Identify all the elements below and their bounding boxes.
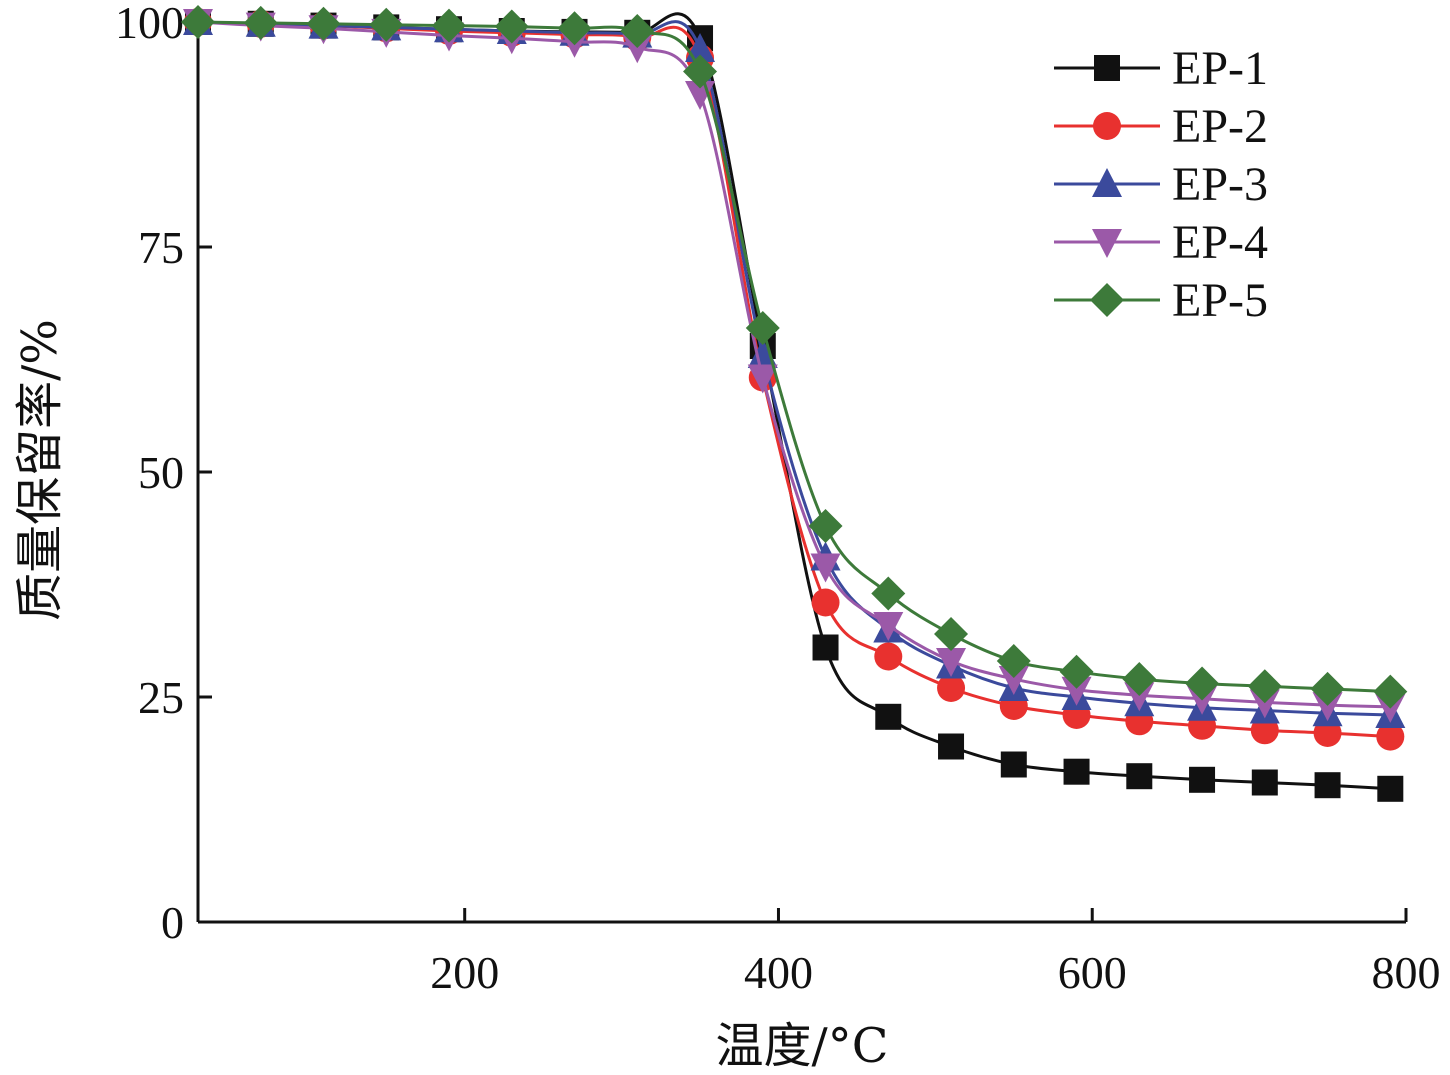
data-point	[620, 14, 655, 48]
data-point	[871, 576, 906, 611]
data-point	[810, 553, 841, 583]
data-point	[1312, 692, 1343, 722]
legend-label: EP-5	[1172, 274, 1268, 327]
legend-label: EP-1	[1172, 42, 1268, 95]
legend-marker	[1092, 168, 1122, 197]
legend-marker	[1092, 229, 1122, 258]
legend: EP-1EP-2EP-3EP-4EP-5	[1054, 42, 1268, 327]
legend-label: EP-3	[1172, 158, 1268, 211]
data-point	[745, 311, 780, 345]
data-point	[1377, 775, 1404, 802]
data-point	[181, 5, 215, 39]
legend-marker	[1094, 55, 1120, 81]
x-tick-label: 600	[1058, 947, 1127, 998]
data-point	[998, 666, 1029, 695]
series-line	[197, 20, 1391, 717]
data-point	[1124, 682, 1155, 712]
data-point	[494, 9, 529, 44]
data-point	[1376, 722, 1405, 751]
data-point	[1185, 666, 1220, 701]
data-point	[1314, 772, 1341, 799]
axes	[196, 14, 1406, 924]
data-point	[875, 703, 902, 730]
data-point	[1126, 763, 1153, 790]
data-point	[936, 648, 967, 677]
y-tick-label: 100	[115, 0, 184, 48]
data-point	[1189, 766, 1216, 793]
data-point	[873, 612, 904, 641]
data-point	[369, 7, 404, 42]
x-tick-label: 400	[744, 947, 813, 998]
data-point	[1122, 662, 1157, 696]
data-point	[1373, 674, 1408, 709]
y-tick-label: 50	[138, 447, 184, 498]
legend-label: EP-4	[1172, 216, 1268, 269]
series-layer	[181, 5, 1408, 802]
legend-label: EP-2	[1172, 100, 1268, 153]
data-point	[996, 644, 1031, 678]
data-point	[934, 617, 969, 651]
legend-item: EP-4	[1054, 216, 1268, 269]
data-point	[1247, 669, 1282, 704]
legend-marker	[1090, 283, 1124, 317]
data-point	[808, 509, 843, 543]
y-axis-title: 质量保留率/%	[12, 319, 68, 621]
data-point	[1310, 671, 1345, 706]
y-tick-label: 0	[161, 897, 184, 948]
data-point	[622, 34, 653, 64]
series-ep-5	[181, 5, 1408, 709]
data-point	[1061, 676, 1092, 706]
series-line	[197, 20, 1391, 694]
legend-item: EP-3	[1054, 158, 1268, 211]
data-point	[243, 5, 278, 40]
data-point	[747, 364, 778, 394]
legend-item: EP-1	[1054, 42, 1268, 95]
legend-marker	[1093, 112, 1121, 140]
x-tick-label: 200	[430, 947, 499, 998]
y-tick-label: 75	[138, 222, 184, 273]
data-point	[811, 588, 840, 617]
legend-item: EP-5	[1054, 274, 1268, 327]
y-tick-label: 25	[138, 672, 184, 723]
data-point	[874, 642, 903, 671]
axis-ticks: 200 400 600 800 0 25 50 75 100	[115, 0, 1441, 998]
data-point	[683, 54, 718, 89]
legend-item: EP-2	[1054, 100, 1268, 153]
x-axis-title: 温度/°C	[716, 1018, 889, 1074]
data-point	[937, 674, 966, 702]
data-point	[557, 11, 592, 46]
data-point	[306, 6, 341, 41]
data-point	[938, 733, 965, 760]
series-line	[197, 20, 1391, 709]
data-point	[1251, 769, 1278, 796]
data-point	[1000, 751, 1027, 778]
data-point	[1249, 689, 1280, 719]
data-point	[812, 634, 839, 661]
series-line	[197, 20, 1391, 739]
data-point	[1063, 758, 1090, 785]
data-point	[1059, 654, 1094, 689]
x-tick-label: 800	[1372, 947, 1441, 998]
data-point	[432, 8, 467, 43]
